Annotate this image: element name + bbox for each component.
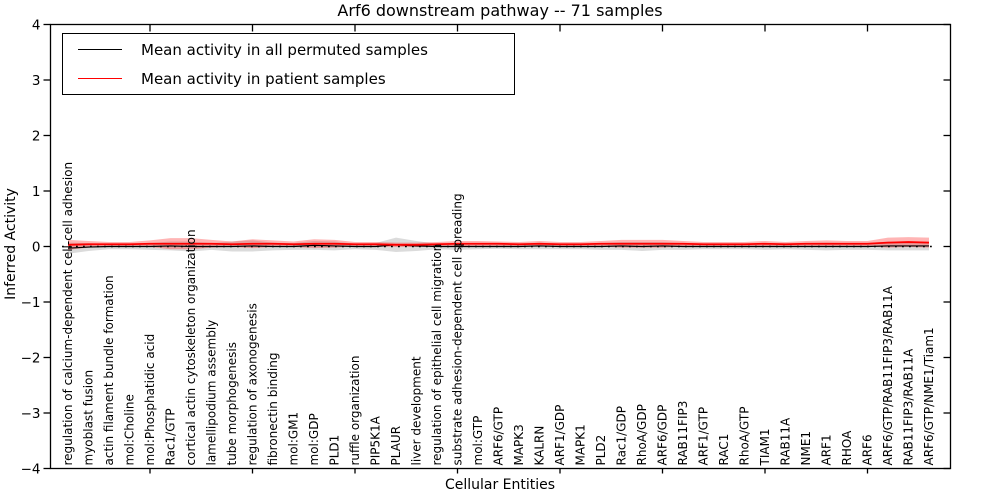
x-tick-label: ARF1 (820, 434, 834, 465)
x-tick-label: ARF6/GTP/RAB11FIP3/RAB11A (881, 285, 895, 465)
x-tick-label: PLD1 (328, 435, 342, 466)
permuted-band (68, 237, 929, 254)
x-tick-label: myoblast fusion (82, 370, 96, 466)
x-tick-label: RAB11A (779, 417, 793, 466)
x-tick-label: Rac1/GDP (615, 406, 629, 465)
x-tick-label: regulation of calcium-dependent cell-cel… (61, 162, 75, 466)
x-tick-label: KALRN (533, 426, 547, 466)
y-tick-label: −2 (21, 350, 41, 366)
permuted-mean-line (67, 244, 929, 249)
x-tick-label: mol:Choline (123, 394, 137, 465)
x-tick-label: cortical actin cytoskeleton organization (184, 229, 198, 465)
y-tick-label: 1 (32, 184, 41, 200)
x-tick-label: regulation of epithelial cell migration (430, 244, 444, 466)
x-tick-label: ARF1/GDP (553, 405, 567, 466)
x-tick-label: ARF6/GTP/NME1/Tiam1 (922, 327, 936, 465)
legend-line-swatch-red (78, 78, 122, 79)
legend-line-swatch-black (78, 49, 122, 50)
x-tick-label: ARF6 (861, 434, 875, 465)
x-tick-label: mol:Phosphatidic acid (143, 334, 157, 466)
y-tick-label: −4 (21, 461, 41, 477)
y-tick-label: 3 (32, 73, 41, 89)
x-tick-label: Rac1/GTP (164, 408, 178, 465)
x-tick-label: mol:GTP (471, 416, 485, 466)
x-tick-label: RAC1 (717, 434, 731, 466)
y-tick-label: 2 (32, 128, 41, 144)
x-tick-label: ARF1/GTP (697, 407, 711, 466)
x-tick-label: RhoA/GDP (635, 404, 649, 465)
patient-mean-line (67, 241, 930, 246)
x-tick-label: MAPK1 (574, 424, 588, 465)
legend-label-permuted: Mean activity in all permuted samples (141, 40, 428, 59)
legend-item-permuted: Mean activity in all permuted samples (63, 39, 514, 61)
x-axis-label: Cellular Entities (444, 477, 556, 493)
legend: Mean activity in all permuted samples Me… (62, 33, 515, 95)
x-tick-label: PLD2 (594, 435, 608, 466)
x-tick-label: lamellipodium assembly (205, 320, 219, 466)
x-tick-label: RAB11FIP3 (676, 401, 690, 466)
x-tick-label: liver development (410, 356, 424, 465)
chart-title: Arf6 downstream pathway -- 71 samples (337, 1, 663, 20)
legend-item-patient: Mean activity in patient samples (63, 68, 514, 90)
y-tick-label: 4 (32, 17, 41, 33)
x-tick-label: ruffle organization (348, 356, 362, 466)
x-tick-label: fibronectin binding (266, 353, 280, 466)
x-tick-label: mol:GM1 (287, 412, 301, 466)
x-tick-label: actin filament bundle formation (102, 275, 116, 465)
x-tick-label: PIP5K1A (369, 415, 383, 465)
x-tick-label: RhoA/GTP (738, 407, 752, 466)
y-tick-label: −1 (21, 295, 41, 311)
x-tick-label: mol:GDP (307, 413, 321, 465)
x-tick-label: TIAM1 (758, 428, 772, 466)
x-tick-label: RHOA (840, 430, 854, 466)
x-tick-label: NME1 (799, 431, 813, 466)
x-tick-label: regulation of axonogenesis (246, 303, 260, 465)
x-tick-label: RAB11FIP3/RAB11A (902, 348, 916, 465)
y-tick-label: −3 (21, 406, 41, 422)
x-tick-label: MAPK3 (512, 424, 526, 465)
y-tick-label: 0 (32, 239, 41, 255)
x-tick-label: tube morphogenesis (225, 342, 239, 465)
x-tick-label: substrate adhesion-dependent cell spread… (451, 193, 465, 465)
legend-label-patient: Mean activity in patient samples (141, 69, 386, 88)
x-tick-label: ARF6/GTP (492, 407, 506, 466)
x-tick-label: PLAUR (389, 426, 403, 466)
x-tick-label: ARF6/GDP (656, 405, 670, 466)
